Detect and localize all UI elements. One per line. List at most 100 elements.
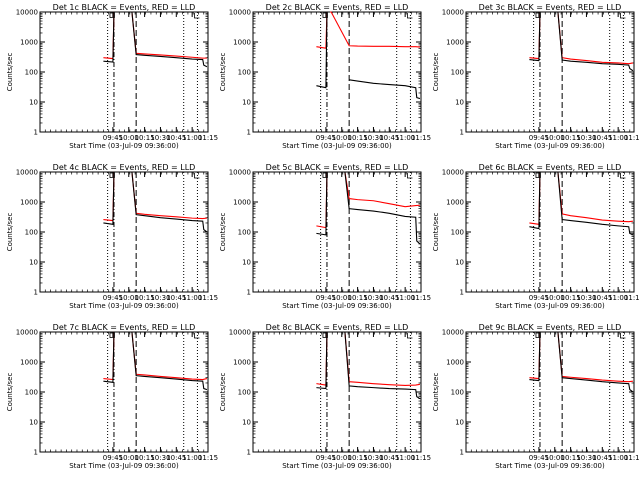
x-tick-label: 10:30 [150, 454, 170, 462]
series-lld [529, 171, 634, 225]
y-tick-label: 10000 [16, 9, 38, 17]
y-tick-label: 1 [247, 449, 251, 457]
series-lld [103, 331, 208, 381]
y-tick-label: 1000 [233, 199, 251, 207]
x-tick-label: 10:00 [545, 134, 565, 142]
series-events [316, 11, 421, 100]
x-tick-label: 10:00 [119, 454, 139, 462]
x-tick-label: 10:45 [166, 454, 186, 462]
y-tick-label: 10 [455, 99, 464, 107]
x-tick-label: 10:15 [135, 134, 155, 142]
series-lld [316, 171, 420, 229]
x-axis-label: Start Time (03-Jul-09 09:36:00) [282, 302, 392, 310]
y-axis-label: Counts/sec [219, 53, 227, 92]
x-tick-label: 11:15 [198, 294, 218, 302]
series-lld [316, 11, 420, 49]
x-tick-label: 10:00 [545, 454, 565, 462]
x-tick-label: 11:15 [198, 134, 218, 142]
x-tick-label: 10:30 [576, 134, 596, 142]
y-tick-label: 1 [247, 289, 251, 297]
y-tick-label: 10000 [442, 169, 464, 177]
x-axis-label: Start Time (03-Jul-09 09:36:00) [69, 302, 179, 310]
x-tick-label: 11:00 [182, 294, 202, 302]
x-tick-label: 09:45 [316, 294, 336, 302]
plot-frame [252, 11, 422, 133]
y-tick-label: 1000 [446, 359, 464, 367]
x-tick-label: 10:00 [119, 294, 139, 302]
y-tick-label: 10000 [442, 329, 464, 337]
y-tick-label: 100 [451, 389, 464, 397]
y-tick-label: 1 [34, 129, 38, 137]
x-tick-label: 09:45 [529, 454, 549, 462]
y-tick-label: 1 [460, 449, 464, 457]
x-tick-label: 10:30 [363, 294, 383, 302]
series-events [316, 171, 421, 245]
y-tick-label: 1 [247, 129, 251, 137]
y-tick-label: 1 [34, 289, 38, 297]
x-tick-label: 10:45 [592, 294, 612, 302]
y-tick-label: 10 [242, 419, 251, 427]
y-tick-label: 1000 [446, 199, 464, 207]
x-tick-label: 10:00 [332, 454, 352, 462]
x-tick-label: 10:45 [166, 294, 186, 302]
y-tick-label: 100 [451, 69, 464, 77]
x-axis-label: Start Time (03-Jul-09 09:36:00) [495, 142, 605, 150]
panel-title: Det 7c BLACK = Events, RED = LLD [53, 323, 196, 332]
top-marker-glyph [535, 172, 541, 178]
plot-frame [465, 171, 635, 293]
top-marker-glyph [109, 12, 115, 18]
panel-7: Det 7c BLACK = Events, RED = LLD 1 10 100 10… [6, 323, 218, 470]
x-tick-label: 11:00 [395, 294, 415, 302]
x-tick-label: 11:15 [198, 454, 218, 462]
x-tick-label: 09:45 [316, 134, 336, 142]
top-marker-glyph [620, 333, 626, 339]
series-events [529, 11, 634, 72]
plot-frame [39, 11, 209, 133]
panel-2: Det 2c BLACK = Events, RED = LLD 1 10 100 10… [219, 3, 431, 150]
plot-frame [39, 171, 209, 293]
y-tick-label: 10 [455, 419, 464, 427]
x-tick-label: 10:45 [379, 454, 399, 462]
panel-title: Det 4c BLACK = Events, RED = LLD [53, 163, 196, 172]
y-tick-label: 100 [25, 229, 38, 237]
x-tick-label: 10:45 [166, 134, 186, 142]
y-tick-label: 10 [242, 259, 251, 267]
x-tick-label: 10:15 [135, 454, 155, 462]
series-events [103, 171, 208, 233]
panel-5: Det 5c BLACK = Events, RED = LLD 1 10 100 10… [219, 163, 431, 310]
x-tick-label: 10:15 [135, 294, 155, 302]
y-tick-label: 10 [455, 259, 464, 267]
y-tick-label: 10 [29, 259, 38, 267]
top-marker-glyph [407, 13, 413, 19]
y-axis-label: Counts/sec [219, 213, 227, 252]
y-tick-label: 10000 [229, 169, 251, 177]
top-marker-glyph [194, 13, 200, 19]
x-tick-label: 11:00 [395, 454, 415, 462]
plot-frame [252, 171, 422, 293]
panel-8: Det 8c BLACK = Events, RED = LLD 1 10 100 10… [219, 323, 431, 470]
x-tick-label: 10:00 [332, 294, 352, 302]
panel-6: Det 6c BLACK = Events, RED = LLD 1 10 100 10… [432, 163, 640, 310]
x-tick-label: 09:45 [529, 294, 549, 302]
top-marker-glyph [535, 332, 541, 338]
y-tick-label: 1000 [20, 39, 38, 47]
plot-frame [465, 11, 635, 133]
x-tick-label: 09:45 [103, 454, 123, 462]
y-tick-label: 10 [29, 99, 38, 107]
x-tick-label: 10:15 [561, 294, 581, 302]
top-marker-glyph [407, 173, 413, 179]
y-tick-label: 10000 [16, 329, 38, 337]
panel-9: Det 9c BLACK = Events, RED = LLD 1 10 100 10… [432, 323, 640, 470]
x-tick-label: 10:30 [150, 134, 170, 142]
y-tick-label: 1 [460, 129, 464, 137]
x-tick-label: 11:00 [395, 134, 415, 142]
x-tick-label: 10:30 [576, 294, 596, 302]
y-tick-label: 10 [242, 99, 251, 107]
x-tick-label: 11:15 [624, 294, 640, 302]
y-axis-label: Counts/sec [432, 213, 440, 252]
x-tick-label: 11:00 [608, 454, 628, 462]
panel-title: Det 8c BLACK = Events, RED = LLD [266, 323, 409, 332]
x-tick-label: 09:45 [529, 134, 549, 142]
x-axis-label: Start Time (03-Jul-09 09:36:00) [69, 462, 179, 470]
x-tick-label: 11:00 [608, 294, 628, 302]
